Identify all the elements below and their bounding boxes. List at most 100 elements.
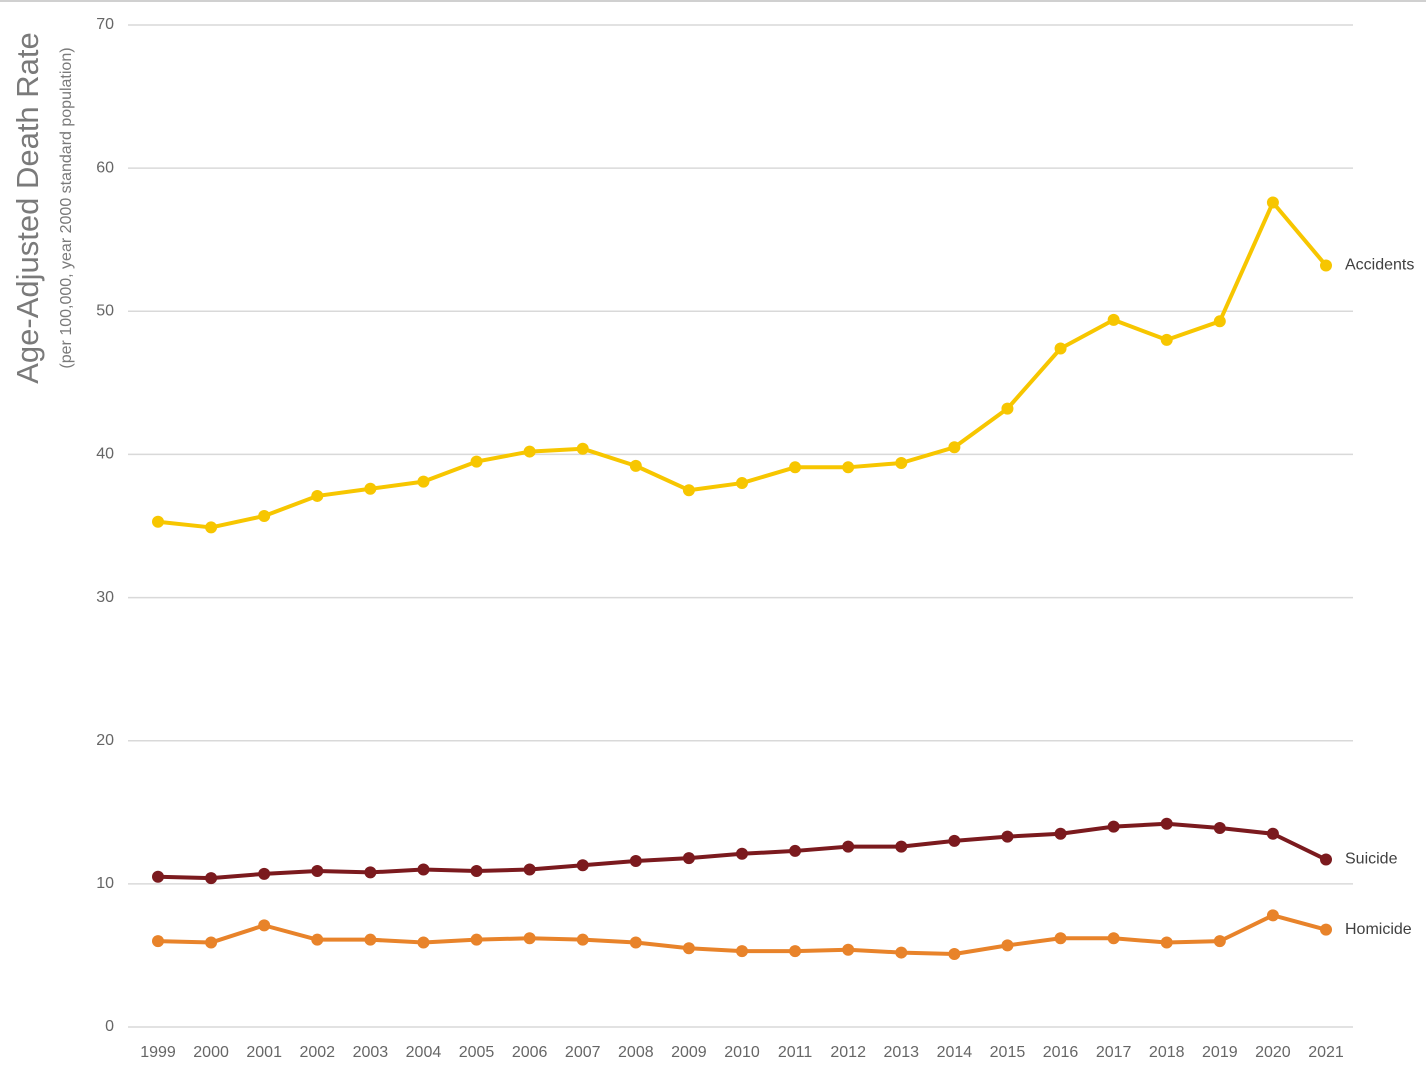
data-point bbox=[205, 521, 218, 534]
x-tick-label: 2002 bbox=[299, 1044, 335, 1061]
data-point bbox=[311, 864, 324, 877]
x-tick-label: 2010 bbox=[724, 1044, 760, 1061]
data-point bbox=[1266, 196, 1279, 209]
x-tick-label: 2016 bbox=[1043, 1044, 1079, 1061]
data-point bbox=[629, 459, 642, 472]
data-point bbox=[470, 933, 483, 946]
data-point bbox=[1213, 935, 1226, 948]
data-point bbox=[789, 461, 802, 474]
data-point bbox=[842, 840, 855, 853]
data-point bbox=[1266, 827, 1279, 840]
data-point bbox=[152, 935, 164, 948]
x-tick-label: 2019 bbox=[1202, 1044, 1238, 1061]
series-label: Suicide bbox=[1345, 851, 1398, 868]
x-tick-label: 2015 bbox=[990, 1044, 1026, 1061]
y-axis-subtitle: (per 100,000, year 2000 standard populat… bbox=[58, 47, 75, 368]
x-tick-label: 2018 bbox=[1149, 1044, 1185, 1061]
y-tick-label: 40 bbox=[96, 446, 114, 463]
data-point bbox=[682, 484, 695, 497]
data-point bbox=[1160, 817, 1173, 830]
data-point bbox=[895, 946, 908, 959]
data-point bbox=[576, 933, 589, 946]
x-tick-label: 2020 bbox=[1255, 1044, 1291, 1061]
data-point bbox=[364, 482, 377, 495]
data-point bbox=[948, 834, 961, 847]
data-point bbox=[948, 947, 961, 960]
data-point bbox=[842, 943, 855, 956]
data-point bbox=[1320, 853, 1332, 866]
data-point bbox=[1213, 315, 1226, 328]
x-tick-label: 2021 bbox=[1308, 1044, 1344, 1061]
x-tick-label: 2012 bbox=[830, 1044, 866, 1061]
y-tick-label: 20 bbox=[96, 732, 114, 749]
data-point bbox=[417, 936, 430, 949]
y-tick-label: 60 bbox=[96, 159, 114, 176]
data-point bbox=[364, 866, 377, 879]
x-tick-label: 2008 bbox=[618, 1044, 654, 1061]
data-point bbox=[1160, 936, 1173, 949]
data-point bbox=[1001, 830, 1014, 843]
y-tick-label: 10 bbox=[96, 875, 114, 892]
data-point bbox=[576, 859, 589, 872]
data-point bbox=[576, 442, 589, 455]
series-label: Homicide bbox=[1345, 921, 1412, 938]
data-point bbox=[417, 863, 430, 876]
data-point bbox=[948, 441, 961, 454]
data-point bbox=[470, 455, 483, 468]
x-tick-label: 2003 bbox=[353, 1044, 389, 1061]
x-tick-label: 2000 bbox=[193, 1044, 229, 1061]
data-point bbox=[364, 933, 377, 946]
data-point bbox=[1107, 313, 1120, 326]
data-point bbox=[258, 509, 271, 522]
data-point bbox=[417, 475, 430, 488]
y-tick-label: 50 bbox=[96, 303, 114, 320]
data-point bbox=[523, 863, 536, 876]
data-point bbox=[152, 870, 164, 883]
data-point bbox=[736, 945, 748, 958]
data-point bbox=[523, 932, 536, 945]
y-tick-label: 30 bbox=[96, 589, 114, 606]
data-point bbox=[258, 867, 271, 880]
y-tick-label: 0 bbox=[105, 1018, 114, 1035]
data-point bbox=[1107, 932, 1120, 945]
data-point bbox=[523, 445, 536, 458]
x-tick-label: 2007 bbox=[565, 1044, 601, 1061]
data-point bbox=[895, 457, 908, 470]
data-point bbox=[789, 844, 802, 857]
data-point bbox=[1320, 259, 1332, 272]
x-tick-label: 2005 bbox=[459, 1044, 495, 1061]
data-point bbox=[682, 852, 695, 865]
data-point bbox=[629, 936, 642, 949]
data-point bbox=[1213, 822, 1226, 835]
x-tick-label: 2001 bbox=[246, 1044, 282, 1061]
data-point bbox=[1001, 402, 1014, 415]
data-point bbox=[1320, 923, 1332, 936]
data-point bbox=[895, 840, 908, 853]
x-tick-label: 2014 bbox=[937, 1044, 973, 1061]
x-tick-label: 2004 bbox=[406, 1044, 442, 1061]
data-point bbox=[842, 461, 855, 474]
data-point bbox=[1054, 827, 1067, 840]
data-point bbox=[205, 936, 218, 949]
data-point bbox=[1160, 333, 1173, 346]
x-tick-label: 2006 bbox=[512, 1044, 548, 1061]
data-point bbox=[629, 854, 642, 867]
x-tick-label: 2009 bbox=[671, 1044, 707, 1061]
data-point bbox=[152, 515, 164, 528]
data-point bbox=[258, 919, 271, 932]
series-label: Accidents bbox=[1345, 257, 1414, 274]
data-point bbox=[736, 847, 748, 860]
data-point bbox=[789, 945, 802, 958]
data-point bbox=[1107, 820, 1120, 833]
data-point bbox=[736, 477, 748, 490]
y-tick-label: 70 bbox=[96, 16, 114, 33]
x-tick-label: 2011 bbox=[778, 1044, 813, 1061]
x-tick-label: 2013 bbox=[883, 1044, 919, 1061]
x-tick-label: 2017 bbox=[1096, 1044, 1132, 1061]
data-point bbox=[311, 933, 324, 946]
x-tick-label: 1999 bbox=[140, 1044, 176, 1061]
data-point bbox=[1054, 342, 1067, 355]
data-point bbox=[470, 864, 483, 877]
data-point bbox=[682, 942, 695, 955]
